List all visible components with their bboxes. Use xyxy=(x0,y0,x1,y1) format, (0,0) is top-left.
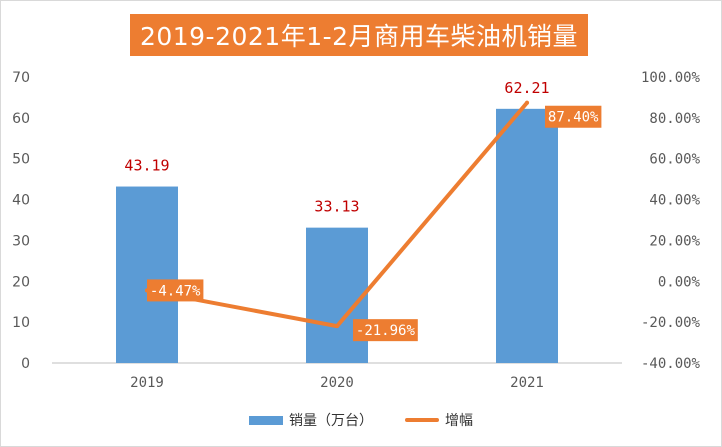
legend-bar-swatch xyxy=(249,415,283,425)
y-right-tick-label: 100.00% xyxy=(641,70,701,86)
legend-item-line[interactable]: 增幅 xyxy=(405,410,473,430)
y-left-tick-label: 30 xyxy=(12,233,30,249)
bar-value-label: 43.19 xyxy=(124,157,169,175)
line-label-badge xyxy=(353,319,418,342)
line-value-label: -4.47% xyxy=(150,283,201,299)
y-right-tick-label: -40.00% xyxy=(641,356,701,372)
y-left-tick-label: 40 xyxy=(12,193,30,209)
line-point xyxy=(335,324,339,329)
legend-line-label: 增幅 xyxy=(445,413,473,429)
y-left-tick-label: 50 xyxy=(12,152,30,168)
line-point xyxy=(525,100,529,105)
y-right-tick-label: 80.00% xyxy=(649,111,700,127)
y-left-tick-label: 70 xyxy=(12,70,30,86)
y-left-tick-label: 20 xyxy=(12,274,30,290)
bar-value-label: 33.13 xyxy=(314,198,359,216)
chart-title: 2019-2021年1-2月商用车柴油机销量 xyxy=(130,14,588,56)
legend-bar-label: 销量（万台） xyxy=(289,413,373,429)
bar xyxy=(116,186,178,363)
y-right-tick-label: 40.00% xyxy=(649,193,700,209)
bar xyxy=(496,108,558,363)
line-label-badge xyxy=(545,105,602,128)
line-value-label: 87.40% xyxy=(548,110,599,126)
y-left-tick-label: 10 xyxy=(12,315,30,331)
x-tick-label: 2019 xyxy=(130,375,164,391)
y-right-tick-label: 60.00% xyxy=(649,152,700,168)
bar xyxy=(306,227,368,363)
legend-item-bar[interactable]: 销量（万台） xyxy=(249,410,373,430)
x-tick-label: 2020 xyxy=(320,375,354,391)
y-right-tick-label: 20.00% xyxy=(649,233,700,249)
legend-line-swatch xyxy=(405,418,439,422)
line-value-label: -21.96% xyxy=(356,323,416,339)
x-tick-label: 2021 xyxy=(510,375,544,391)
y-right-tick-label: -20.00% xyxy=(641,315,701,331)
y-left-tick-label: 0 xyxy=(21,356,30,372)
y-left-tick-label: 60 xyxy=(12,111,30,127)
y-right-tick-label: 0.00% xyxy=(658,274,701,290)
bar-value-label: 62.21 xyxy=(504,79,549,97)
line-label-badge xyxy=(147,279,204,302)
legend: 销量（万台） 增幅 xyxy=(0,410,722,430)
